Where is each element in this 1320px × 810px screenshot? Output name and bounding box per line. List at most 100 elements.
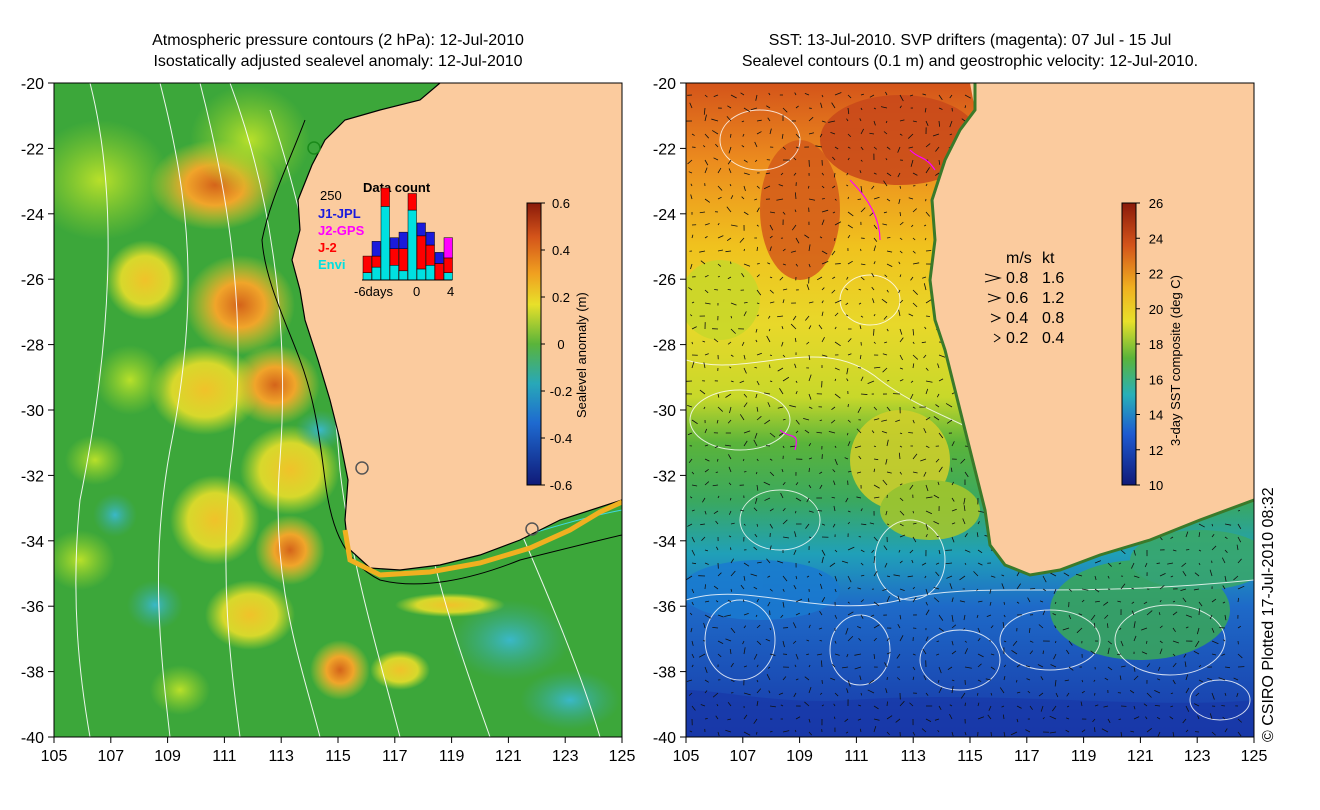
velocity-arrow <box>704 428 708 434</box>
velocity-arrow <box>1040 676 1044 681</box>
velocity-arrow <box>795 380 798 383</box>
velocity-arrow <box>1092 718 1096 723</box>
velocity-arrow <box>933 597 940 603</box>
velocity-arrow <box>873 624 880 629</box>
velocity-arrow <box>756 484 759 491</box>
velocity-arrow <box>869 522 875 525</box>
velocity-arrow <box>1237 558 1242 564</box>
velocity-arrow <box>821 549 826 556</box>
velocity-arrow <box>1233 677 1239 681</box>
velocity-arrow <box>730 570 736 577</box>
sst-colorbar-tick-label: 10 <box>1149 478 1163 493</box>
velocity-arrow <box>845 497 849 503</box>
velocity-arrow <box>899 379 904 382</box>
velocity-arrow <box>729 133 732 138</box>
sst-colorbar-label: 3-day SST composite (deg C) <box>1168 275 1183 446</box>
velocity-arrow <box>1101 728 1109 733</box>
velocity-arrow <box>873 245 876 252</box>
velocity-arrow <box>730 662 734 668</box>
right-lat-label: -20 <box>653 76 676 93</box>
velocity-arrow <box>704 94 708 98</box>
velocity-arrow <box>886 575 891 578</box>
velocity-arrow <box>795 419 800 425</box>
velocity-arrow <box>701 536 706 541</box>
velocity-arrow <box>743 172 750 175</box>
data-count-bar-segment <box>389 248 399 266</box>
velocity-arrow <box>1025 665 1031 668</box>
velocity-arrow <box>910 276 914 281</box>
velocity-arrow <box>912 172 918 176</box>
velocity-arrow <box>1133 666 1136 672</box>
velocity-arrow <box>856 428 862 434</box>
land-right <box>930 83 1254 575</box>
velocity-arrow <box>729 406 732 414</box>
velocity-arrow <box>935 458 940 463</box>
sla-colorbar: 0.6 0.4 0.2 0 -0.2 -0.4 -0.6 Sealevel anomaly … <box>526 196 589 493</box>
velocity-arrow <box>1159 599 1162 603</box>
velocity-arrow <box>755 614 758 617</box>
velocity-arrow <box>854 653 862 656</box>
velocity-arrow <box>937 481 940 486</box>
velocity-arrow <box>935 653 940 656</box>
velocity-arrow <box>833 505 836 512</box>
velocity-arrow <box>882 223 888 226</box>
velocity-arrow <box>742 133 745 137</box>
velocity-arrow <box>730 354 734 357</box>
velocity-arrow <box>691 664 694 668</box>
velocity-arrow <box>933 416 940 421</box>
velocity-arrow <box>938 107 943 110</box>
velocity-arrow <box>860 159 863 162</box>
velocity-arrow <box>899 94 904 102</box>
velocity-arrow <box>858 302 862 305</box>
velocity-arrow <box>1133 635 1137 642</box>
velocity-arrow <box>1185 705 1190 712</box>
velocity-arrow <box>704 468 709 473</box>
velocity-arrow <box>912 250 916 254</box>
velocity-arrow <box>859 325 862 330</box>
velocity-arrow <box>743 692 751 696</box>
velocity-arrow <box>727 419 732 424</box>
velocity-arrow <box>806 497 810 503</box>
velocity-arrow <box>999 687 1005 694</box>
velocity-arrow <box>898 289 901 293</box>
velocity-arrow <box>742 458 745 462</box>
velocity-arrow <box>717 640 724 645</box>
velocity-arrow <box>715 520 719 525</box>
velocity-arrow <box>1198 679 1203 683</box>
velocity-arrow <box>1042 610 1046 616</box>
velocity-arrow <box>847 94 852 99</box>
left-lat-label: -24 <box>21 207 44 224</box>
velocity-arrow <box>730 380 734 383</box>
velocity-arrow <box>1172 731 1175 737</box>
velocity-arrow <box>1224 523 1232 526</box>
left-lon-label: 105 <box>41 748 68 765</box>
velocity-arrow <box>873 313 876 317</box>
velocity-arrow <box>1016 601 1020 604</box>
velocity-arrow <box>858 455 862 460</box>
velocity-arrow <box>753 586 758 590</box>
velocity-arrow <box>782 519 788 525</box>
velocity-arrow <box>765 638 771 642</box>
velocity-arrow <box>713 585 719 590</box>
sealevel-contours <box>686 109 1254 721</box>
velocity-arrow <box>1081 588 1089 591</box>
velocity-arrow <box>963 497 966 505</box>
velocity-arrow <box>818 627 823 630</box>
velocity-arrow <box>717 167 722 174</box>
velocity-arrow <box>951 481 955 486</box>
velocity-arrow <box>756 688 762 694</box>
sst-colorbar-tick-label: 26 <box>1149 196 1163 211</box>
velocity-arrow <box>976 532 979 538</box>
velocity-arrow <box>756 263 760 265</box>
velocity-arrow <box>1016 664 1021 668</box>
velocity-arrow <box>986 614 992 617</box>
sla-colorbar-tick-label: -0.2 <box>550 384 572 399</box>
velocity-arrow <box>808 686 812 694</box>
sla-colorbar-tick-label: -0.6 <box>550 478 572 493</box>
velocity-arrow <box>819 692 823 695</box>
velocity-arrow <box>899 250 903 254</box>
velocity-arrow <box>922 648 927 655</box>
velocity-arrow <box>741 145 745 148</box>
velocity-arrow <box>818 573 823 577</box>
right-lon-label: 113 <box>900 748 926 765</box>
